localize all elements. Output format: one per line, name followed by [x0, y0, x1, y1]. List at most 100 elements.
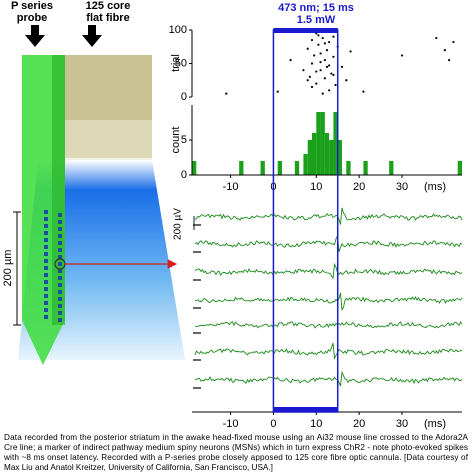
- probe-site: [44, 308, 48, 312]
- fibre-label: 125 core: [86, 0, 131, 12]
- y-tick-label: 0: [181, 91, 187, 103]
- raster-dot: [302, 69, 305, 72]
- stim-bar: [273, 407, 338, 412]
- raster-dot: [332, 35, 335, 38]
- raster-dot: [332, 73, 335, 76]
- hist-bar: [337, 140, 342, 175]
- raster-dot: [276, 90, 279, 93]
- raster-dot: [319, 61, 322, 64]
- raster-dot: [325, 65, 329, 68]
- raster-dot: [323, 42, 326, 45]
- trace: [194, 262, 463, 280]
- x-tick-label: 10: [310, 418, 322, 430]
- fibre-label: flat fibre: [86, 12, 129, 24]
- raster-dot: [334, 83, 337, 87]
- raster-dot: [306, 47, 309, 50]
- raster-dot: [349, 50, 352, 53]
- hist-bar: [312, 133, 317, 175]
- hist-bar: [320, 112, 325, 175]
- hist-bar: [457, 161, 462, 175]
- probe-site: [58, 213, 62, 217]
- raster-dot: [319, 52, 322, 55]
- hist-bar: [333, 112, 338, 175]
- x-tick-label: 10: [310, 181, 322, 193]
- raster-dot: [443, 49, 446, 52]
- probe-site: [44, 238, 48, 242]
- scale-label: 200 µm: [2, 250, 14, 287]
- hist-bar: [307, 140, 312, 175]
- probe-site: [44, 273, 48, 277]
- y-label: trial: [170, 54, 182, 72]
- raster-dot: [328, 89, 331, 92]
- raster-dot: [435, 36, 438, 40]
- arrow-down: [25, 25, 45, 47]
- scale-label: 200 µV: [173, 208, 184, 240]
- probe-site: [44, 315, 48, 319]
- raster-dot: [332, 55, 335, 58]
- probe-site: [44, 210, 48, 214]
- trace: [194, 320, 463, 329]
- raster-dot: [289, 59, 292, 62]
- caption-line: with ~8 ms onset latency. Recorded with …: [3, 453, 469, 462]
- probe-site: [44, 259, 48, 263]
- x-tick-label: 30: [396, 418, 408, 430]
- probe-site: [58, 262, 62, 266]
- probe-site: [44, 301, 48, 305]
- hist-bar: [316, 112, 321, 175]
- probe-site: [58, 311, 62, 315]
- raster-dot: [345, 79, 348, 82]
- caption-line: Cre line; a marker of indirect pathway m…: [4, 443, 468, 452]
- probe-site: [44, 231, 48, 235]
- x-tick-label: 20: [353, 181, 365, 193]
- probe-site: [44, 294, 48, 298]
- x-tick-label: 0: [270, 418, 276, 430]
- raster-dot: [315, 82, 318, 85]
- probe-site: [44, 224, 48, 228]
- raster-dot: [310, 38, 314, 42]
- raster-dot: [323, 77, 326, 80]
- probe-site: [44, 252, 48, 256]
- raster-dot: [362, 90, 365, 93]
- hist-bar: [239, 161, 244, 175]
- trace: [195, 292, 463, 312]
- hist-bar: [346, 161, 351, 175]
- raster-dot: [310, 62, 314, 65]
- raster-dot: [319, 69, 322, 72]
- probe-site: [58, 241, 62, 245]
- probe-label: P series: [11, 0, 53, 12]
- y-tick-label: 100: [169, 24, 187, 36]
- probe-site: [58, 304, 62, 308]
- x-tick-label: -10: [223, 418, 239, 430]
- raster-dot: [306, 79, 309, 82]
- probe-site: [58, 220, 62, 224]
- raster-dot: [315, 70, 318, 73]
- raster-dot: [328, 64, 331, 67]
- probe-site: [44, 280, 48, 284]
- y-tick-label: 50: [175, 57, 187, 69]
- hist-bar: [363, 161, 368, 175]
- raster-dot: [448, 59, 451, 62]
- stim-label: 473 nm; 15 ms: [278, 2, 354, 14]
- hist-bar: [277, 161, 282, 175]
- stim-label: 1.5 mW: [297, 14, 336, 26]
- raster-dot: [328, 40, 331, 44]
- raster-dot: [308, 75, 311, 78]
- probe-site: [58, 283, 62, 287]
- y-label: count: [170, 127, 182, 154]
- hist-bar: [192, 161, 197, 175]
- arrow-down: [82, 25, 102, 47]
- y-tick-label: 0: [181, 169, 187, 181]
- stim-bar: [273, 28, 338, 33]
- probe-site: [44, 217, 48, 221]
- probe-site: [58, 227, 62, 231]
- trace: [194, 342, 463, 360]
- x-unit: (ms): [424, 181, 446, 193]
- raster-dot: [340, 65, 344, 68]
- raster-dot: [325, 49, 329, 52]
- probe-site: [58, 255, 62, 259]
- fibre-tip: [65, 120, 152, 160]
- raster-dot: [317, 43, 320, 46]
- raster-dot: [321, 36, 324, 40]
- caption-line: Max Liu and Anatol Kreitzer, University …: [4, 463, 273, 472]
